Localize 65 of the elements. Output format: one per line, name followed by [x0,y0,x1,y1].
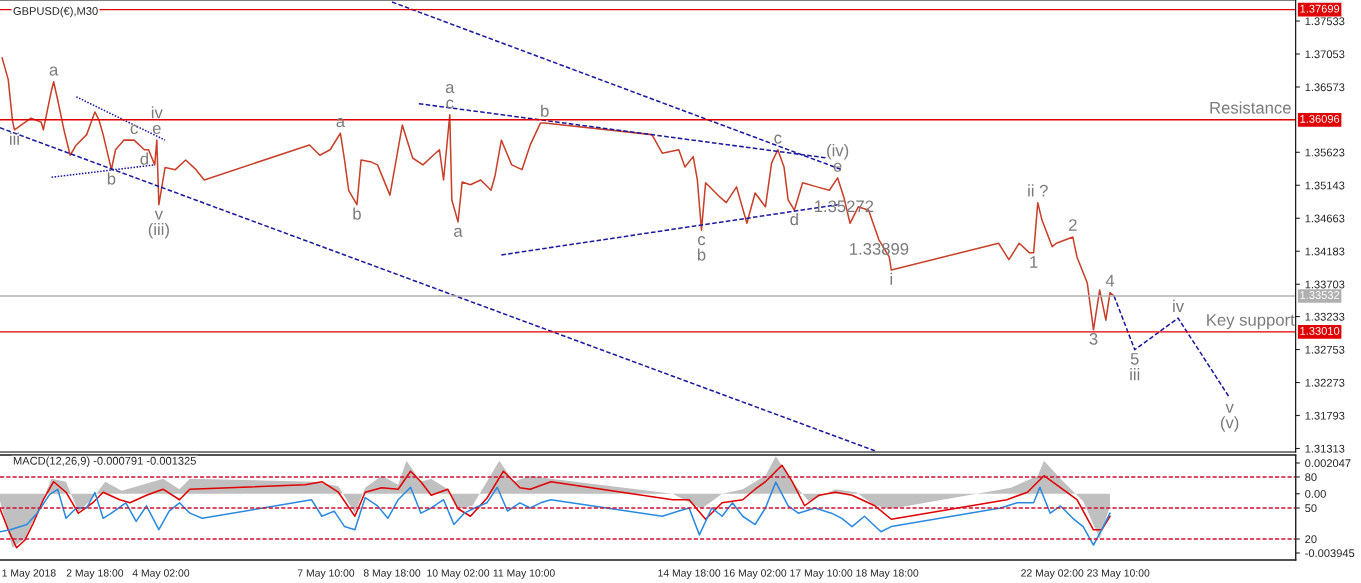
annotation: a [454,227,463,237]
ref-line-label: 1.33532 [1300,291,1340,299]
annotation: b [541,104,549,117]
annotation: d [140,152,148,165]
x-tick-label: 23 May 10:00 [1087,569,1150,579]
x-tick-label: 11 May 10:00 [493,569,555,579]
annotation: Resistance [1210,101,1291,114]
annotation: 1 [1030,256,1038,268]
ref-line-label: 1.36096 [1300,114,1340,123]
annotation: iv e [151,106,163,135]
annotation: c b [697,236,706,261]
y-tick-label: 0.00 [1305,490,1326,498]
x-tick-label: 10 May 02:00 [427,569,490,579]
y2-tick-label: 20 [1305,535,1317,544]
x-tick-label: 4 May 02:00 [132,569,190,579]
y-tick-label: 1.34183 [1305,247,1345,256]
annotation: 5 iii [1130,353,1140,381]
y-tick-label: 1.37053 [1305,50,1345,59]
x-tick-label: 7 May 10:00 [297,569,355,579]
annotation: Key support [1207,314,1295,330]
y-tick-label: 1.31313 [1305,444,1345,453]
line-series [0,481,1111,546]
annotation: b [107,172,116,185]
line-series [1,56,1115,331]
text: GBPUSD(€),M30 [13,6,98,18]
annotation: iii [10,132,19,145]
annotation: i [890,272,893,285]
annotation: 3 [1089,333,1098,345]
y-tick-label: 1.32753 [1305,345,1345,354]
y-tick-label: 1.36573 [1305,83,1345,92]
annotation: d [790,213,798,226]
x-tick-label: 17 May 10:00 [790,569,853,579]
x-tick-label: 1 May 2018 [2,569,56,579]
y-tick-label: 1.35623 [1305,148,1345,157]
annotation: iv [1173,299,1185,312]
y-tick-label: 1.34663 [1305,214,1345,223]
x-tick-label: 8 May 18:00 [363,569,421,579]
x-tick-label: 18 May 18:00 [856,569,919,579]
annotation: b [353,207,361,220]
y-tick-label: 1.37533 [1305,17,1345,26]
chart-title: MACD(12,26,9) -0.000791 -0.001325 [13,456,196,467]
y2-tick-label: 50 [1305,504,1317,513]
annotation: a c [445,83,455,109]
x-tick-label: 16 May 02:00 [724,569,787,579]
y-tick-label: -0.003945 [1305,549,1355,558]
y-tick-label: 0.002047 [1305,459,1351,468]
y-tick-label: 1.31793 [1305,411,1345,420]
ref-line-label: 1.37699 [1300,4,1340,13]
y-tick-label: 1.33703 [1305,280,1345,289]
ref-line-label: 1.33010 [1300,326,1340,335]
annotation: c [774,134,782,144]
y-tick-label: 1.35143 [1305,181,1345,190]
annotation: a [49,66,59,76]
x-tick-label: 22 May 02:00 [1021,569,1084,579]
annotation: v (iii) [148,210,169,239]
y-tick-label: 1.33233 [1305,312,1345,321]
x-tick-label: 2 May 18:00 [66,569,124,579]
annotation: v (v) [1220,403,1239,432]
y2-tick-label: 80 [1305,473,1317,482]
annotation: c [130,124,138,135]
annotation: ii ? [1028,184,1048,197]
annotation: 4 [1105,274,1115,287]
annotation: 2 [1069,219,1077,231]
x-tick-label: 14 May 18:00 [658,569,721,579]
y-tick-label: 1.32273 [1305,378,1345,387]
